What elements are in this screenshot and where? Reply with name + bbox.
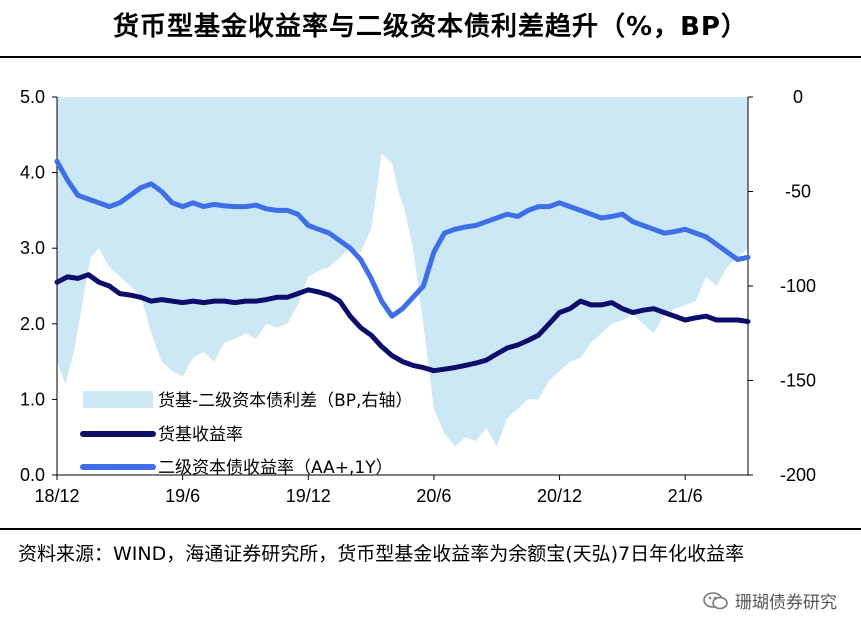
- title-rule: [0, 56, 861, 58]
- series-mmf-yield-line: [54, 272, 751, 374]
- y-right-tick-label: -200: [780, 465, 816, 485]
- x-tick-label: 20/12: [537, 486, 582, 506]
- y-left-tick-label: 1.0: [20, 389, 45, 409]
- source-note: 资料来源：WIND，海通证券研究所，货币型基金收益率为余额宝(天弘)7日年化收益…: [18, 543, 745, 565]
- x-tick-label: 20/6: [416, 486, 451, 506]
- legend-label-spread: 货基-二级资本债利差（BP,右轴）: [158, 391, 412, 411]
- x-tick-label: 21/6: [668, 486, 703, 506]
- y-left-tick-label: 5.0: [20, 87, 45, 107]
- lines-layer: [54, 158, 751, 374]
- y-left-tick-label: 2.0: [20, 314, 45, 334]
- source-rule: [0, 528, 861, 530]
- axes-layer: 0.0 1.0 2.0 3.0 4.0 5.0 0 -50 -100 -150 -200 18/12 1…: [20, 87, 816, 506]
- series-spread-area: [57, 97, 748, 447]
- y-right-tick-label: -100: [780, 276, 816, 296]
- y-left-tick-label: 0.0: [20, 465, 45, 485]
- y-left-tick-label: 4.0: [20, 163, 45, 183]
- legend: 货基-二级资本债利差（BP,右轴） 货基收益率 二级资本债收益率（AA+,1Y）: [80, 391, 412, 478]
- legend-label-bond: 二级资本债收益率（AA+,1Y）: [158, 458, 393, 478]
- y-right-tick-label: -150: [780, 371, 816, 391]
- x-tick-label: 19/6: [165, 486, 200, 506]
- watermark-text: 珊瑚债券研究: [735, 593, 837, 613]
- chart-title: 货币型基金收益率与二级资本债利差趋升（%，BP）: [113, 12, 748, 42]
- spread-area-layer: [57, 97, 748, 447]
- x-tick-label: 19/12: [286, 486, 331, 506]
- watermark: 珊瑚债券研究: [703, 588, 837, 613]
- legend-swatch-spread: [83, 391, 153, 408]
- series-bond-yield-line: [54, 158, 751, 319]
- x-tick-label: 18/12: [34, 486, 79, 506]
- chart-canvas: 0.0 1.0 2.0 3.0 4.0 5.0 0 -50 -100 -150 -200 18/12 1…: [20, 87, 816, 506]
- y-left-tick-label: 3.0: [20, 238, 45, 258]
- legend-label-mmf: 货基收益率: [158, 425, 243, 445]
- y-right-tick-label: -50: [785, 182, 811, 202]
- wechat-icon: [703, 591, 728, 609]
- y-right-tick-label: 0: [793, 87, 803, 107]
